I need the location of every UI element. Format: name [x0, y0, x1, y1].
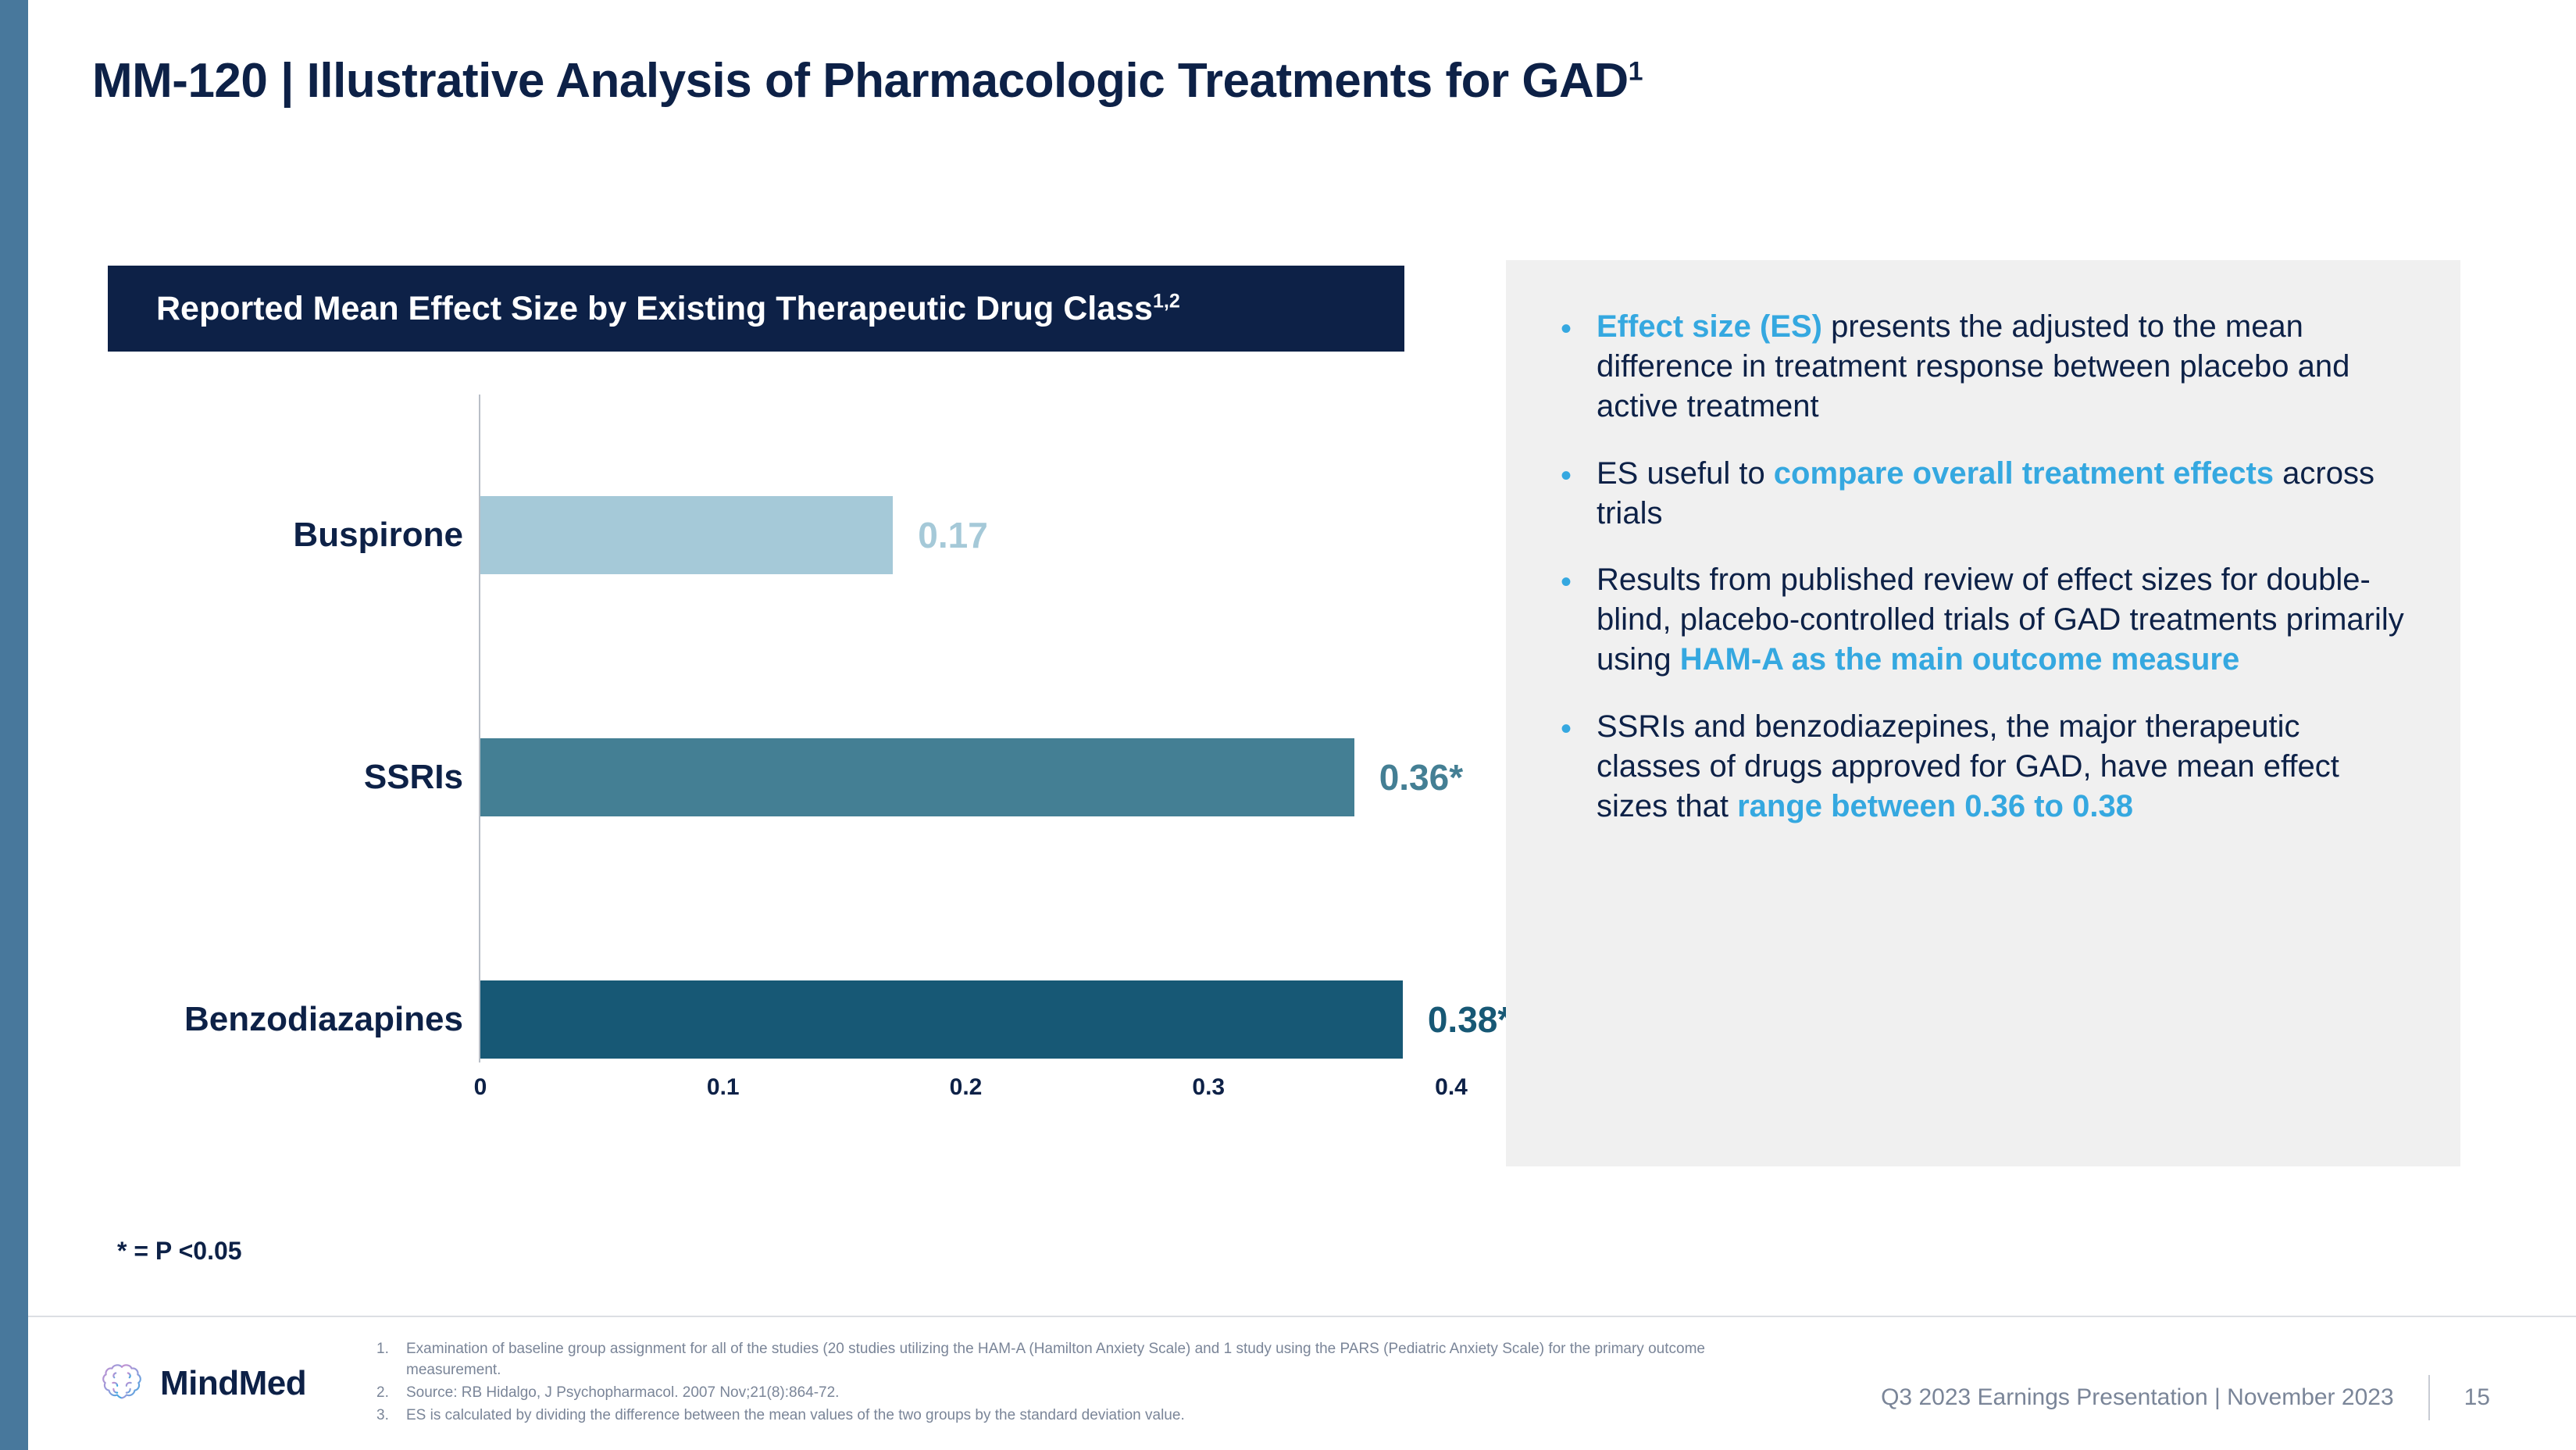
footnote-number: 3.	[376, 1406, 389, 1423]
bar-chart-plot: Buspirone 0.17 SSRIs 0.36* Benzodiazapines 0.…	[92, 395, 1511, 1145]
bullet-dot-icon: •	[1561, 564, 1572, 599]
body-phrase: Results from published review of effect …	[1597, 562, 2404, 677]
footnote-item: 2. Source: RB Hidalgo, J Psychopharmacol.…	[376, 1383, 1720, 1404]
footnote-list: 1. Examination of baseline group assignme…	[376, 1339, 1720, 1428]
footnote-number: 1.	[376, 1341, 389, 1357]
insight-bullet: • Effect size (ES) presents the adjusted …	[1553, 307, 2412, 427]
mindmed-wordmark: MindMed	[160, 1364, 307, 1402]
bar-chart-bar	[480, 496, 894, 574]
bar-chart-row: Benzodiazapines 0.38*	[92, 961, 1511, 1078]
insight-bullet: • Results from published review of effect…	[1553, 560, 2412, 680]
insight-bullet: • ES useful to compare overall treatment …	[1553, 454, 2412, 534]
chart-title-banner: Reported Mean Effect Size by Existing Th…	[108, 266, 1404, 352]
chart-title-text: Reported Mean Effect Size by Existing Th…	[156, 289, 1153, 327]
insights-panel: • Effect size (ES) presents the adjusted …	[1506, 260, 2460, 1166]
footer-divider	[28, 1316, 2576, 1317]
insight-bullet-text: SSRIs and benzodiazepines, the major the…	[1597, 707, 2412, 827]
footnote-text: Source: RB Hidalgo, J Psychopharmacol. 2…	[406, 1384, 840, 1401]
footnote-text: ES is calculated by dividing the differe…	[406, 1406, 1185, 1423]
bullet-dot-icon: •	[1561, 312, 1572, 346]
bar-category-label: Benzodiazapines	[184, 1000, 463, 1038]
mindmed-logo: MindMed	[98, 1359, 307, 1408]
body-phrase: ES useful to	[1597, 455, 1774, 491]
footnote-item: 3. ES is calculated by dividing the diffe…	[376, 1405, 1720, 1427]
footnote-text: Examination of baseline group assignment…	[406, 1341, 1705, 1378]
page-title-superscript: 1	[1628, 56, 1643, 87]
insights-bullet-list: • Effect size (ES) presents the adjusted …	[1553, 307, 2412, 827]
bullet-dot-icon: •	[1561, 711, 1572, 746]
page-number: 15	[2464, 1384, 2490, 1410]
footer-meta: Q3 2023 Earnings Presentation | November…	[1881, 1375, 2490, 1420]
footnote-item: 1. Examination of baseline group assignme…	[376, 1339, 1720, 1381]
bar-value-label: 0.36*	[1379, 757, 1464, 798]
x-axis-tick-labels: 0 0.1 0.2 0.3 0.4	[92, 1074, 1468, 1121]
page-title-text: MM-120 | Illustrative Analysis of Pharma…	[92, 54, 1629, 108]
insight-bullet-text: ES useful to compare overall treatment e…	[1597, 454, 2412, 534]
page-title: MM-120 | Illustrative Analysis of Pharma…	[92, 53, 1643, 109]
highlighted-phrase: range between 0.36 to 0.38	[1737, 788, 2133, 823]
body-phrase: across trials	[1597, 455, 2374, 530]
highlighted-phrase: HAM-A as the main outcome measure	[1679, 642, 2240, 677]
chart-title-superscript: 1,2	[1152, 290, 1180, 312]
x-axis-tick: 0.1	[706, 1074, 740, 1100]
highlighted-phrase: compare overall treatment effects	[1773, 455, 2275, 491]
bar-chart-row: SSRIs 0.36*	[92, 719, 1467, 836]
significance-note: * = P <0.05	[117, 1237, 242, 1265]
footer-meta-divider	[2428, 1375, 2430, 1420]
x-axis-tick: 0.2	[949, 1074, 983, 1100]
bar-value-label: 0.38*	[1427, 999, 1512, 1040]
highlighted-phrase: Effect size (ES)	[1597, 309, 1822, 344]
x-axis-tick: 0.4	[1435, 1074, 1468, 1100]
bar-chart-bar	[480, 980, 1403, 1059]
chart-panel: Reported Mean Effect Size by Existing Th…	[92, 266, 1511, 1148]
bullet-dot-icon: •	[1561, 458, 1572, 493]
bar-chart-bar	[480, 738, 1354, 816]
bar-value-label: 0.17	[918, 515, 988, 555]
chart-title-banner-inner: Reported Mean Effect Size by Existing Th…	[108, 290, 1180, 328]
body-phrase: presents the adjusted to the mean differ…	[1597, 309, 2350, 424]
brain-icon	[98, 1359, 146, 1408]
presentation-label: Q3 2023 Earnings Presentation | November…	[1881, 1384, 2394, 1410]
insight-bullet-text: Effect size (ES) presents the adjusted t…	[1597, 307, 2412, 427]
left-accent-bar	[0, 0, 28, 1450]
y-axis-line	[479, 395, 480, 1062]
insight-bullet: • SSRIs and benzodiazepines, the major th…	[1553, 707, 2412, 827]
x-axis-tick: 0	[473, 1074, 487, 1100]
footnote-number: 2.	[376, 1384, 389, 1401]
bar-category-label: Buspirone	[293, 516, 463, 554]
body-phrase: SSRIs and benzodiazepines, the major the…	[1597, 709, 2339, 823]
insight-bullet-text: Results from published review of effect …	[1597, 560, 2412, 680]
bar-category-label: SSRIs	[363, 758, 463, 796]
x-axis-tick: 0.3	[1192, 1074, 1226, 1100]
bar-chart-row: Buspirone 0.17	[92, 477, 1467, 594]
